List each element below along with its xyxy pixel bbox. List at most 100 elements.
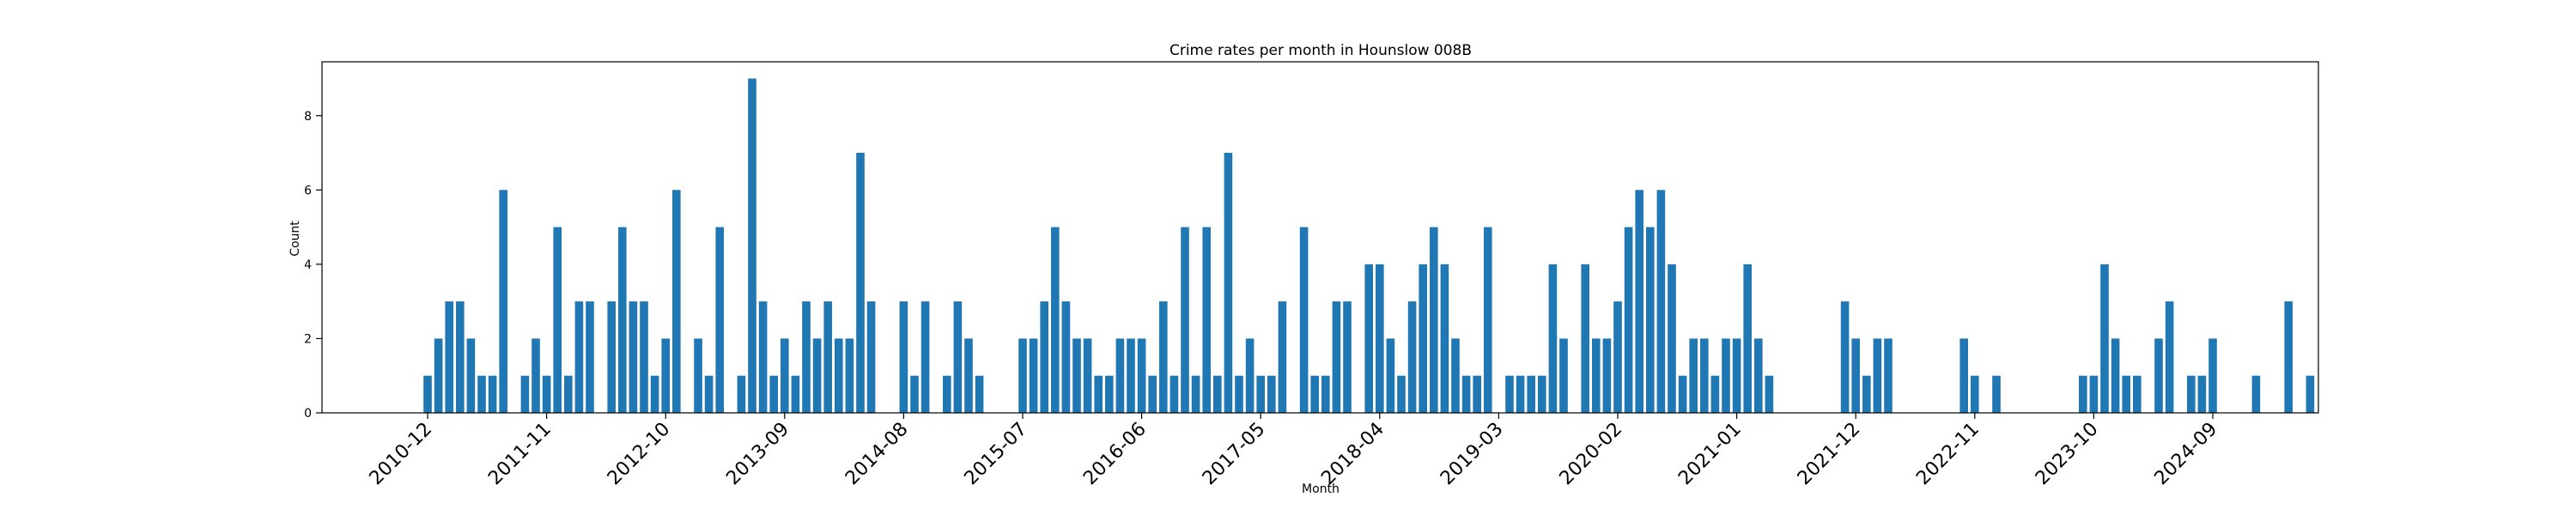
- x-tick-label: 2023-10: [2032, 419, 2103, 490]
- bar: [618, 227, 627, 413]
- bar: [1722, 338, 1730, 413]
- bar: [1245, 338, 1255, 413]
- bar: [1061, 301, 1071, 413]
- bar: [758, 301, 768, 413]
- bar: [1051, 227, 1060, 413]
- bar: [920, 301, 930, 413]
- bar: [781, 338, 789, 413]
- bar: [586, 301, 594, 413]
- bar: [1440, 264, 1449, 413]
- bar: [802, 301, 811, 413]
- bar: [1484, 227, 1492, 413]
- bar: [1765, 375, 1774, 413]
- bar: [2133, 375, 2142, 413]
- bar: [2111, 338, 2120, 413]
- bar: [812, 338, 822, 413]
- x-tick-label: 2016-06: [1079, 419, 1151, 490]
- bar: [1527, 375, 1535, 413]
- x-tick-label: 2022-11: [1912, 419, 1984, 490]
- bars-group: [423, 78, 2315, 414]
- bar: [1635, 190, 1643, 413]
- bar: [1202, 227, 1211, 413]
- bar: [1851, 338, 1860, 413]
- bar: [1646, 227, 1655, 413]
- bar: [1321, 375, 1330, 413]
- bar: [1710, 375, 1720, 413]
- bar: [2122, 375, 2130, 413]
- bar: [2079, 375, 2087, 413]
- bar: [574, 301, 584, 413]
- bar: [650, 375, 659, 413]
- bar: [2154, 338, 2163, 413]
- bar: [1137, 338, 1146, 413]
- bar: [1115, 338, 1125, 413]
- bar: [434, 338, 443, 413]
- bar: [607, 301, 616, 413]
- x-tick-label: 2010-12: [366, 419, 437, 490]
- bar: [899, 301, 908, 413]
- y-axis-label: Count: [289, 221, 302, 257]
- bar: [553, 227, 562, 413]
- bar: [1461, 375, 1471, 413]
- bar: [1971, 375, 1979, 413]
- bar: [1419, 264, 1427, 413]
- bar: [466, 338, 476, 413]
- bar: [2251, 375, 2261, 413]
- bar: [737, 375, 746, 413]
- bar: [672, 190, 681, 413]
- bar: [2306, 375, 2315, 413]
- bar: [1700, 338, 1709, 413]
- bar: [1029, 338, 1038, 413]
- bar: [2089, 375, 2099, 413]
- bar: [823, 301, 832, 413]
- bar: [1267, 375, 1276, 413]
- bar: [1516, 375, 1525, 413]
- bar: [856, 153, 865, 414]
- bar: [1873, 338, 1882, 413]
- bar: [694, 338, 702, 413]
- bar: [2100, 264, 2109, 413]
- bar: [1191, 375, 1200, 413]
- bar: [564, 375, 573, 413]
- bar: [542, 375, 551, 413]
- bar: [661, 338, 670, 413]
- bar: [1332, 301, 1341, 413]
- x-tick-label: 2012-10: [604, 419, 675, 490]
- bar: [629, 301, 638, 413]
- bar: [2284, 301, 2293, 413]
- bar: [715, 227, 724, 413]
- bar: [640, 301, 648, 413]
- bar: [1668, 264, 1676, 413]
- bar: [1602, 338, 1612, 413]
- bar: [1224, 153, 1233, 414]
- bar: [953, 301, 963, 413]
- bar: [835, 338, 843, 413]
- bar: [1018, 338, 1027, 413]
- bar: [1094, 375, 1103, 413]
- bar: [1862, 375, 1871, 413]
- bar: [1256, 375, 1265, 413]
- x-tick-label: 2021-12: [1794, 419, 1865, 490]
- bar: [1278, 301, 1287, 413]
- y-tick-label: 4: [304, 258, 312, 272]
- bar: [1397, 375, 1406, 413]
- chart-title: Crime rates per month in Hounslow 008B: [1170, 42, 1472, 59]
- bar: [1105, 375, 1114, 413]
- bar: [1884, 338, 1893, 413]
- bar: [1840, 301, 1850, 413]
- bar: [866, 301, 876, 413]
- bar: [2187, 375, 2196, 413]
- bar: [1992, 375, 2001, 413]
- bar: [520, 375, 530, 413]
- x-tick-label: 2021-01: [1674, 419, 1746, 490]
- x-axis-ticks: 2010-12 2011-11 2012-10 2013-09 2014-08 2015-…: [366, 413, 2221, 490]
- bar: [1364, 264, 1373, 413]
- bar: [532, 338, 540, 413]
- bar: [1689, 338, 1698, 413]
- bar: [1678, 375, 1687, 413]
- bar: [964, 338, 973, 413]
- bar: [1754, 338, 1763, 413]
- bar: [1548, 264, 1558, 413]
- bar: [1559, 338, 1568, 413]
